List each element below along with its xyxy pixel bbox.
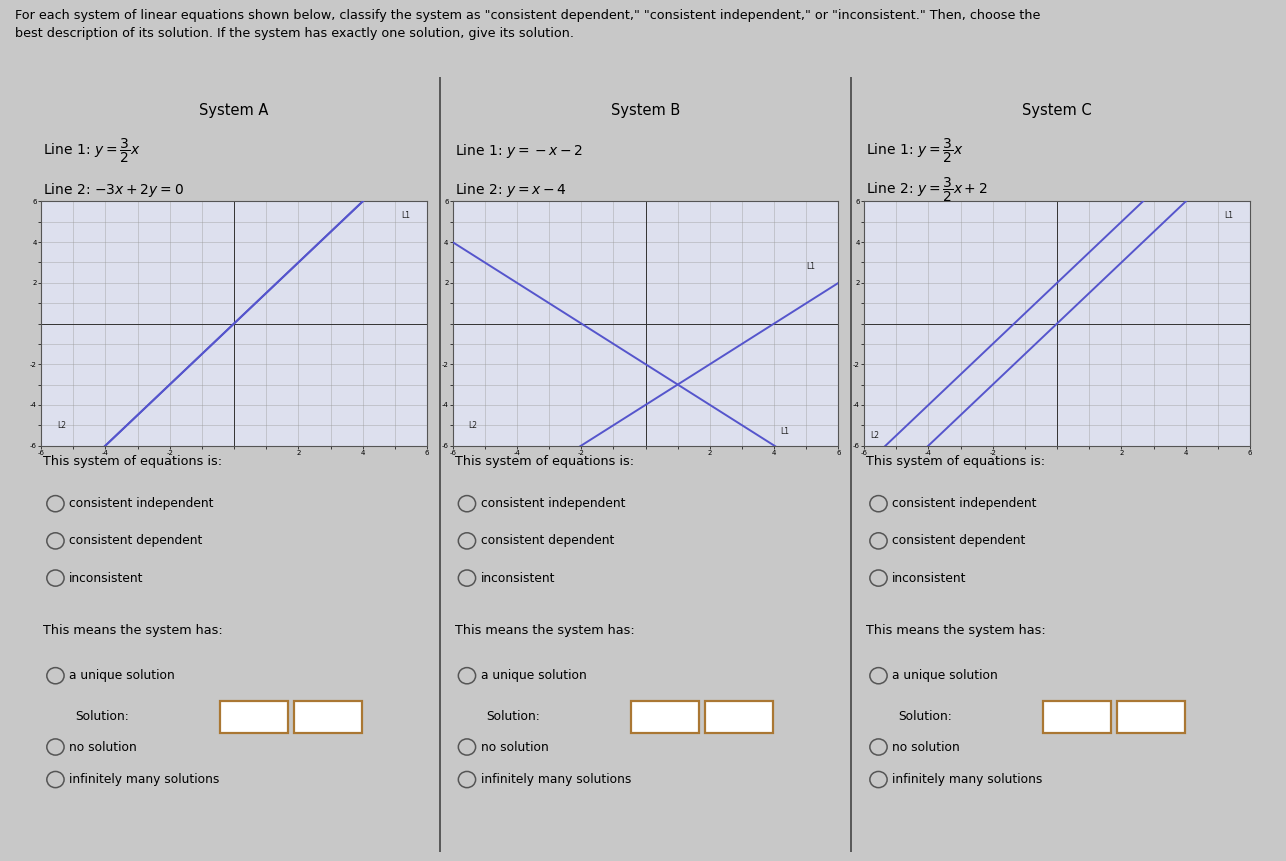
Text: This means the system has:: This means the system has:	[44, 624, 222, 637]
Text: no solution: no solution	[69, 740, 136, 753]
Text: inconsistent: inconsistent	[69, 572, 144, 585]
Text: This system of equations is:: This system of equations is:	[867, 455, 1046, 468]
Text: a unique solution: a unique solution	[481, 669, 586, 682]
Text: Solution:: Solution:	[75, 709, 129, 722]
Text: Line 1: $y=\dfrac{3}{2}x$: Line 1: $y=\dfrac{3}{2}x$	[867, 137, 963, 165]
Text: infinitely many solutions: infinitely many solutions	[481, 773, 631, 786]
Text: consistent independent: consistent independent	[892, 497, 1037, 511]
Text: This system of equations is:: This system of equations is:	[44, 455, 222, 468]
FancyBboxPatch shape	[220, 701, 288, 733]
Text: consistent independent: consistent independent	[481, 497, 625, 511]
FancyBboxPatch shape	[705, 701, 773, 733]
Text: no solution: no solution	[481, 740, 548, 753]
Text: System C: System C	[1022, 102, 1092, 118]
Text: inconsistent: inconsistent	[892, 572, 967, 585]
FancyBboxPatch shape	[1116, 701, 1184, 733]
Text: Line 2: $y=x-4$: Line 2: $y=x-4$	[455, 181, 566, 199]
Text: L1: L1	[781, 427, 790, 436]
Text: This means the system has:: This means the system has:	[455, 624, 634, 637]
Text: a unique solution: a unique solution	[69, 669, 175, 682]
Text: This means the system has:: This means the system has:	[867, 624, 1046, 637]
FancyBboxPatch shape	[1043, 701, 1111, 733]
Text: For each system of linear equations shown below, classify the system as "consist: For each system of linear equations show…	[15, 9, 1040, 40]
Text: Line 1: $y=\dfrac{3}{2}x$: Line 1: $y=\dfrac{3}{2}x$	[44, 137, 140, 165]
Text: L2: L2	[468, 421, 477, 430]
Text: L1: L1	[806, 262, 815, 271]
Text: System B: System B	[611, 102, 680, 118]
Text: consistent dependent: consistent dependent	[481, 535, 613, 548]
Text: This system of equations is:: This system of equations is:	[455, 455, 634, 468]
Text: a unique solution: a unique solution	[892, 669, 998, 682]
Text: L1: L1	[1224, 211, 1233, 220]
Text: consistent independent: consistent independent	[69, 497, 213, 511]
Text: inconsistent: inconsistent	[481, 572, 556, 585]
Text: Line 2: $-3x+2y=0$: Line 2: $-3x+2y=0$	[44, 181, 184, 199]
Text: L1: L1	[401, 211, 410, 220]
Text: Solution:: Solution:	[486, 709, 540, 722]
FancyBboxPatch shape	[631, 701, 700, 733]
Text: L2: L2	[871, 430, 880, 440]
Text: infinitely many solutions: infinitely many solutions	[69, 773, 220, 786]
Text: Line 1: $y=-x-2$: Line 1: $y=-x-2$	[455, 142, 583, 160]
Text: Line 2: $y=\dfrac{3}{2}x+2$: Line 2: $y=\dfrac{3}{2}x+2$	[867, 176, 988, 204]
Text: infinitely many solutions: infinitely many solutions	[892, 773, 1043, 786]
Text: L2: L2	[58, 421, 66, 430]
Text: System A: System A	[199, 102, 269, 118]
Text: consistent dependent: consistent dependent	[69, 535, 202, 548]
Text: no solution: no solution	[892, 740, 959, 753]
Text: Solution:: Solution:	[898, 709, 952, 722]
Text: consistent dependent: consistent dependent	[892, 535, 1025, 548]
FancyBboxPatch shape	[293, 701, 361, 733]
